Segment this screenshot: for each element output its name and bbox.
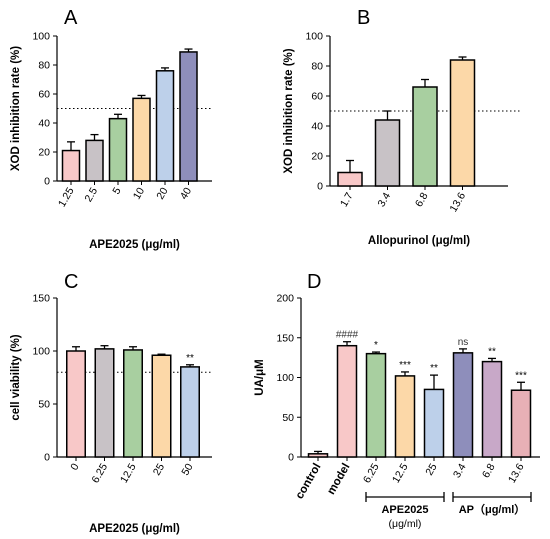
bar: [108, 117, 128, 182]
x-tick-label: 1.25: [56, 185, 77, 209]
x-tick-label: 6.8: [413, 190, 431, 209]
y-tick-label: 60: [38, 89, 50, 101]
bar: [452, 352, 474, 458]
y-tick-label: 150: [32, 293, 50, 305]
y-tick-label: 100: [32, 31, 50, 43]
group-unit: (μg/ml): [389, 518, 422, 530]
panel-b: B 0 20 40 60 80 100 XOD inhibition rate (%) 1.7 3…: [283, 7, 520, 247]
y-tick-label: 50: [282, 412, 294, 424]
panel-letter: A: [64, 7, 78, 29]
bar: [412, 86, 438, 187]
y-tick-label: 0: [288, 452, 294, 464]
panel-letter: D: [307, 271, 321, 293]
significance-label: *: [374, 340, 378, 351]
bar: [179, 51, 198, 182]
y-axis-title: XOD inhibition rate (%): [283, 48, 295, 173]
significance-label: **: [186, 353, 194, 364]
group-label: APE2025: [381, 504, 428, 516]
bar: [510, 389, 532, 458]
bar: [394, 375, 416, 458]
x-tick-label: 10: [131, 185, 147, 201]
x-tick-label: 25: [151, 461, 167, 477]
bar: [336, 344, 358, 458]
y-tick-label: 100: [276, 372, 294, 384]
bar: [155, 70, 175, 182]
bar: [151, 354, 172, 458]
significance-label: ***: [399, 360, 411, 371]
x-tick-label: 25: [423, 461, 439, 477]
bar: [449, 59, 476, 187]
panel-letter: B: [357, 7, 370, 29]
y-tick-label: 20: [38, 147, 50, 159]
x-tick-label: model: [325, 462, 352, 497]
y-tick-label: 40: [38, 118, 50, 130]
y-tick-label: 80: [38, 60, 50, 72]
bar: [61, 149, 81, 182]
significance-label: ns: [458, 337, 469, 348]
x-tick-label: 12.5: [118, 461, 139, 485]
bar: [85, 139, 104, 182]
bar: [337, 171, 363, 187]
x-tick-label: 50: [179, 461, 195, 477]
y-tick-label: 100: [305, 31, 323, 43]
y-tick-label: 100: [32, 346, 50, 358]
significance-label: **: [488, 346, 496, 357]
y-axis-title: cell viability (%): [10, 334, 22, 420]
x-tick-label: 0: [68, 461, 81, 472]
x-tick-label: control: [294, 462, 324, 502]
bar: [123, 349, 143, 458]
x-tick-label: 40: [178, 185, 194, 201]
x-tick-label: 3.4: [375, 190, 393, 209]
y-tick-label: 0: [44, 452, 50, 464]
x-tick-label: 20: [154, 185, 170, 201]
y-tick-label: 60: [311, 91, 323, 103]
bar: [94, 348, 115, 458]
bar: [132, 97, 151, 182]
y-tick-label: 20: [311, 151, 323, 163]
y-axis-title: XOD inhibition rate (%): [10, 46, 22, 171]
x-tick-label: 1.7: [338, 190, 356, 209]
x-tick-label: 13.6: [506, 461, 527, 485]
bar: [307, 453, 329, 458]
bar: [365, 352, 387, 458]
x-tick-label: 6.25: [89, 461, 110, 485]
panel-c: C 0 50 100 150 cell viability (%) 0 6.25 12.5 25 5…: [10, 271, 212, 535]
panel-a: A 0 20 40 60 80 100 XOD inhibition rate (%) 1.25…: [10, 7, 212, 251]
panel-letter: C: [64, 271, 78, 293]
x-tick-label: 6.25: [361, 461, 382, 485]
x-axis-title: Allopurinol (μg/ml): [368, 235, 470, 247]
bar: [423, 388, 445, 458]
y-tick-label: 0: [44, 176, 50, 188]
x-tick-label: 3.4: [451, 461, 469, 480]
x-tick-label: 13.6: [447, 190, 468, 214]
y-axis-title: UA/μM: [254, 359, 266, 395]
x-tick-label: 6.8: [480, 461, 498, 480]
panel-d: D 0 50 100 150 200 UA/μM control model #### 6.25 * 1…: [254, 271, 540, 530]
group-label: AP（μg/ml）: [459, 503, 526, 516]
bar: [481, 360, 503, 458]
x-tick-label: 5: [110, 185, 123, 196]
significance-label: ***: [515, 370, 527, 381]
y-tick-label: 150: [276, 332, 294, 344]
significance-label: **: [430, 363, 438, 374]
y-tick-label: 50: [38, 399, 50, 411]
significance-label: ####: [336, 330, 359, 341]
y-tick-label: 0: [317, 181, 323, 193]
x-tick-label: 2.5: [82, 185, 100, 204]
y-tick-label: 200: [276, 293, 294, 305]
bar: [374, 119, 401, 187]
bar: [66, 350, 86, 458]
y-tick-label: 40: [311, 121, 323, 133]
x-tick-label: 12.5: [390, 461, 411, 485]
x-axis-title: APE2025 (μg/ml): [89, 523, 180, 535]
bar: [180, 366, 200, 458]
x-axis-title: APE2025 (μg/ml): [89, 239, 180, 251]
y-tick-label: 80: [311, 61, 323, 73]
